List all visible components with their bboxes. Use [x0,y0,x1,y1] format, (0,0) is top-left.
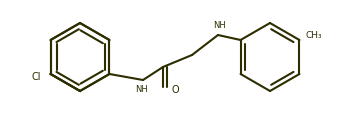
Text: Cl: Cl [31,72,41,82]
Text: CH₃: CH₃ [305,32,322,40]
Text: O: O [171,85,179,95]
Text: NH: NH [213,21,227,30]
Text: NH: NH [135,85,147,94]
